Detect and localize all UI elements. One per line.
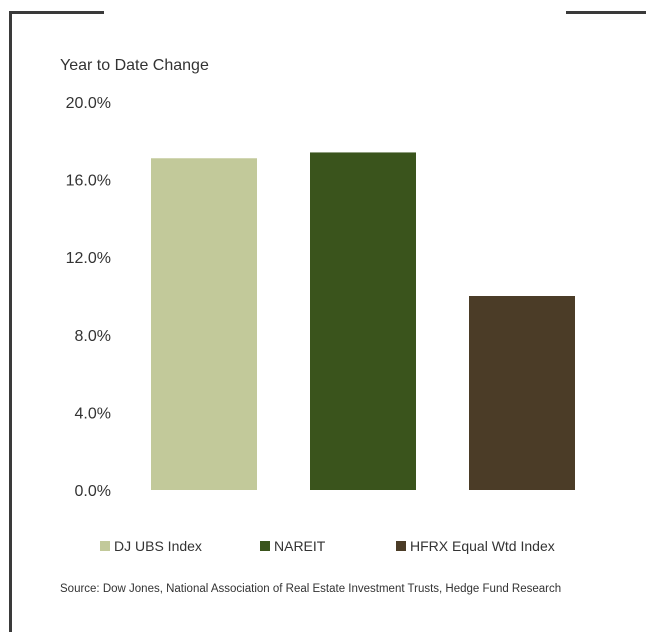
chart-title: Year to Date Change (60, 57, 209, 74)
bar-2 (469, 296, 575, 490)
frame-left-border (9, 11, 12, 632)
legend-label: NAREIT (274, 538, 326, 554)
y-tick-label: 0.0% (75, 483, 111, 500)
bar-0 (151, 158, 257, 490)
y-tick-label: 20.0% (66, 95, 111, 112)
bars (151, 152, 575, 490)
legend-label: DJ UBS Index (114, 538, 202, 554)
legend-swatch (396, 541, 406, 551)
y-tick-label: 12.0% (66, 250, 111, 267)
y-axis-ticks: 0.0% 4.0% 8.0% 12.0% 16.0% 20.0% (66, 95, 111, 500)
y-tick-label: 4.0% (75, 405, 111, 422)
frame-top-right-border (566, 11, 646, 14)
legend-swatch (100, 541, 110, 551)
legend-item-hfrx: HFRX Equal Wtd Index (396, 538, 555, 554)
legend-item-nareit: NAREIT (260, 538, 325, 554)
legend-item-dj-ubs: DJ UBS Index (100, 538, 202, 554)
y-tick-label: 16.0% (66, 173, 111, 190)
y-tick-label: 8.0% (75, 328, 111, 345)
frame-top-left-border (9, 11, 104, 14)
source-note: Source: Dow Jones, National Association … (60, 583, 562, 595)
legend-label: HFRX Equal Wtd Index (410, 538, 555, 554)
bar-1 (310, 152, 416, 490)
legend-swatch (260, 541, 270, 551)
